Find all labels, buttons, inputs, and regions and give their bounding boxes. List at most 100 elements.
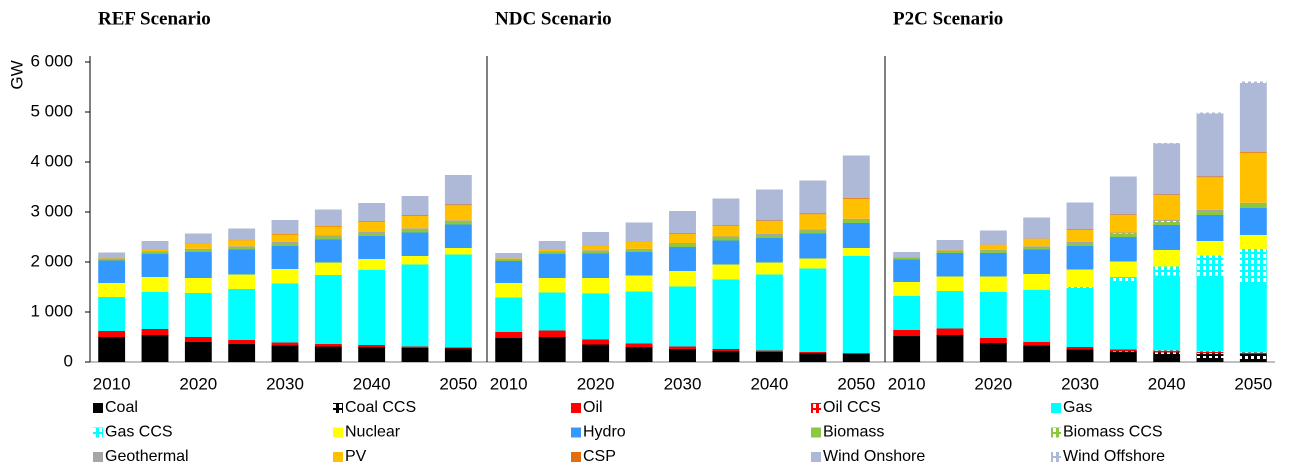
bar-segment [712, 198, 740, 225]
bar-segment [1023, 249, 1051, 274]
bar-segment [842, 248, 870, 256]
bar-segment [893, 330, 921, 336]
bar-segment [712, 349, 740, 351]
y-tick-label: 6 000 [30, 51, 73, 70]
bar-segment [755, 221, 783, 234]
bar-segment [1066, 347, 1094, 350]
bar-segment [712, 237, 740, 241]
bar-segment [358, 345, 386, 347]
bar-segment [1109, 349, 1137, 352]
bar-segment [1239, 354, 1267, 359]
bar-segment [538, 241, 566, 250]
bar-segment [228, 340, 256, 344]
legend-label: CSP [583, 448, 616, 465]
bar-segment [314, 235, 342, 237]
bar-segment [1239, 152, 1267, 153]
bar-segment [1066, 288, 1094, 347]
bar-segment [444, 248, 472, 255]
bar-segment [358, 222, 386, 232]
bar-segment [1239, 83, 1267, 152]
bar-segment [444, 204, 472, 206]
bar-segment [1239, 152, 1267, 203]
bar-segment [625, 241, 653, 249]
bar-segment [184, 248, 212, 250]
bar-segment [228, 249, 256, 275]
bar-segment [538, 251, 566, 252]
panel-title: NDC Scenario [495, 8, 612, 29]
bar-segment [538, 278, 566, 293]
bar-segment [401, 228, 429, 230]
bar-segment [444, 220, 472, 222]
bar-segment [1066, 202, 1094, 229]
bar-segment [1066, 246, 1094, 270]
legend-label: Gas [1063, 399, 1092, 416]
bar-segment [495, 283, 523, 298]
bar-segment [314, 209, 342, 226]
x-tick-label: 2050 [1234, 374, 1272, 393]
bar-segment [936, 249, 964, 251]
bar-segment [582, 293, 610, 340]
bar-segment [444, 254, 472, 348]
bar-segment [842, 354, 870, 362]
bar-segment [799, 230, 827, 234]
bar-segment [1109, 277, 1137, 281]
bar-segment [228, 240, 256, 247]
bar-segment [669, 233, 696, 234]
bar-segment [1239, 249, 1267, 284]
bar-segment [444, 347, 472, 349]
bar-segment [1196, 255, 1224, 276]
bar-segment [1153, 195, 1181, 220]
bar-segment [669, 271, 696, 287]
bar-segment [141, 292, 169, 329]
bar-segment [314, 226, 342, 236]
bar-segment [271, 234, 299, 242]
bar-segment [712, 240, 740, 265]
legend-swatch [1051, 452, 1061, 462]
bar-segment [495, 253, 523, 259]
bar-segment [444, 205, 472, 221]
bar-segment [625, 275, 653, 292]
legend-swatch [333, 427, 343, 438]
bar-segment [98, 297, 126, 331]
bar-segment [712, 264, 740, 280]
bar-segment [538, 250, 566, 252]
bar-segment [582, 232, 610, 245]
legend-swatch [811, 452, 821, 462]
bar-segment [799, 268, 827, 352]
bar-segment [669, 244, 696, 247]
bar-segment [979, 250, 1007, 253]
bar-segment [141, 252, 169, 254]
bar-segment [358, 233, 386, 236]
bar-segment [1153, 221, 1181, 222]
bar-segment [842, 198, 870, 199]
bar-segment [755, 189, 783, 221]
bar-segment [625, 343, 653, 347]
bar-segment [669, 286, 696, 347]
x-tick-label: 2020 [974, 374, 1012, 393]
bar-segment [141, 329, 169, 335]
legend-label: Gas CCS [105, 424, 173, 441]
bar-segment [1239, 205, 1267, 208]
bar-segment [1066, 349, 1094, 362]
bar-segment [141, 251, 169, 252]
bar-segment [799, 233, 827, 259]
bar-segment [842, 218, 870, 220]
bar-segment [401, 264, 429, 347]
bar-segment [979, 230, 1007, 245]
bar-segment [495, 332, 523, 338]
bar-segment [1066, 242, 1094, 243]
bar-segment [1196, 112, 1224, 114]
x-tick-label: 2030 [266, 374, 304, 393]
bar-segment [582, 278, 610, 294]
bar-segment [271, 242, 299, 243]
bar-segment [1196, 176, 1224, 178]
bar-segment [1196, 241, 1224, 256]
panel-title: P2C Scenario [893, 8, 1003, 29]
bar-segment [401, 346, 429, 348]
legend-label: Geothermal [105, 448, 189, 465]
bar-segment [1239, 208, 1267, 235]
bar-segment [669, 211, 696, 234]
bar-segment [1109, 215, 1137, 233]
x-tick-label: 2010 [490, 374, 528, 393]
bar-segment [979, 249, 1007, 251]
